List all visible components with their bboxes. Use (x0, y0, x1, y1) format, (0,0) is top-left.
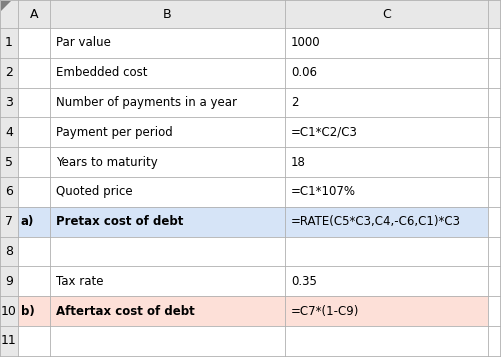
Bar (18, 147, 50, 177)
Bar (18, 0, 50, 28)
Bar (0, 117, 18, 147)
Bar (50, 266, 285, 296)
Text: Tax rate: Tax rate (56, 275, 103, 288)
Bar (50, 0, 285, 28)
Bar (487, 88, 501, 117)
Text: C: C (381, 8, 390, 21)
Text: Embedded cost: Embedded cost (56, 66, 147, 79)
Text: 2: 2 (5, 66, 13, 79)
Text: =C1*C2/C3: =C1*C2/C3 (291, 126, 357, 139)
Bar (487, 28, 501, 58)
Bar (18, 236, 50, 266)
Text: 1: 1 (5, 36, 13, 49)
Text: Payment per period: Payment per period (56, 126, 172, 139)
Text: 3: 3 (5, 96, 13, 109)
Bar (18, 296, 50, 326)
Text: Aftertax cost of debt: Aftertax cost of debt (56, 305, 194, 318)
Bar (285, 117, 487, 147)
Bar (50, 117, 285, 147)
Bar (50, 326, 285, 356)
Bar (285, 147, 487, 177)
Bar (487, 326, 501, 356)
Text: 11: 11 (1, 334, 17, 347)
Bar (18, 207, 50, 236)
Bar (18, 28, 50, 58)
Bar (0, 28, 18, 58)
Bar (0, 236, 18, 266)
Bar (0, 326, 18, 356)
Bar (487, 58, 501, 88)
Bar (285, 88, 487, 117)
Bar (18, 177, 50, 207)
Bar (285, 296, 487, 326)
Text: 8: 8 (5, 245, 13, 258)
Bar (487, 0, 501, 28)
Text: 5: 5 (5, 156, 13, 169)
Bar (50, 236, 285, 266)
Bar (285, 207, 487, 236)
Bar (50, 207, 285, 236)
Text: a): a) (21, 215, 34, 228)
Text: 0.06: 0.06 (291, 66, 316, 79)
Bar (487, 296, 501, 326)
Bar (0, 296, 18, 326)
Text: B: B (163, 8, 171, 21)
Text: =RATE(C5*C3,C4,-C6,C1)*C3: =RATE(C5*C3,C4,-C6,C1)*C3 (291, 215, 460, 228)
Bar (50, 296, 285, 326)
Bar (285, 266, 487, 296)
Text: Par value: Par value (56, 36, 111, 49)
Bar (285, 0, 487, 28)
Bar (487, 207, 501, 236)
Text: 6: 6 (5, 186, 13, 199)
Text: =C7*(1-C9): =C7*(1-C9) (291, 305, 359, 318)
Bar (0, 177, 18, 207)
Bar (0, 0, 18, 28)
Bar (285, 326, 487, 356)
Bar (487, 117, 501, 147)
Bar (18, 117, 50, 147)
Bar (487, 266, 501, 296)
Bar (50, 147, 285, 177)
Bar (50, 88, 285, 117)
Polygon shape (1, 1, 11, 11)
Bar (0, 147, 18, 177)
Text: Quoted price: Quoted price (56, 186, 132, 199)
Bar (0, 88, 18, 117)
Text: =C1*107%: =C1*107% (291, 186, 355, 199)
Text: Years to maturity: Years to maturity (56, 156, 157, 169)
Bar (50, 58, 285, 88)
Text: A: A (30, 8, 38, 21)
Text: Number of payments in a year: Number of payments in a year (56, 96, 236, 109)
Bar (285, 236, 487, 266)
Text: 7: 7 (5, 215, 13, 228)
Bar (50, 28, 285, 58)
Bar (0, 266, 18, 296)
Text: 2: 2 (291, 96, 298, 109)
Bar (285, 177, 487, 207)
Bar (285, 28, 487, 58)
Bar (50, 177, 285, 207)
Bar (487, 177, 501, 207)
Text: b): b) (21, 305, 35, 318)
Bar (487, 147, 501, 177)
Bar (18, 266, 50, 296)
Text: 4: 4 (5, 126, 13, 139)
Bar (18, 326, 50, 356)
Text: 0.35: 0.35 (291, 275, 316, 288)
Text: 18: 18 (291, 156, 305, 169)
Bar (285, 58, 487, 88)
Text: 10: 10 (1, 305, 17, 318)
Text: Pretax cost of debt: Pretax cost of debt (56, 215, 183, 228)
Bar (0, 58, 18, 88)
Bar (18, 58, 50, 88)
Text: 1000: 1000 (291, 36, 320, 49)
Bar (18, 88, 50, 117)
Bar (0, 207, 18, 236)
Text: 9: 9 (5, 275, 13, 288)
Bar (487, 236, 501, 266)
